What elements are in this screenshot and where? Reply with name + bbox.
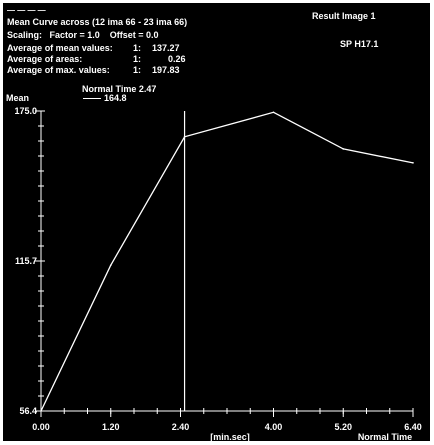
stat-value-areas: 0.26 [168,54,186,64]
y-tick-label: 115.7 [15,256,37,266]
result-image-label: Result Image 1 [312,11,376,21]
y-axis-label: Mean [6,93,30,103]
x-tick-label: 6.40 [404,422,422,432]
mean-curve-line [40,111,414,412]
x-tick-label: 4.00 [265,422,283,432]
stat-label-areas: Average of areas: [7,54,83,64]
marker-label: Normal Time 2.47 [82,84,157,94]
y-tick-label: 56.4 [19,406,37,416]
x-tick-label: 0.00 [32,422,50,432]
top-cropped-text: — — — — [7,6,46,15]
data-point [109,264,112,267]
stat-index-mean: 1: [133,43,142,53]
legend-line [83,98,101,99]
data-point [40,410,42,412]
result-image-panel: — — — — Mean Curve across (12 ima 66 - 2… [3,3,430,441]
sp-label: SP H17.1 [340,39,379,49]
stat-index-areas: 1: [133,54,142,64]
stat-label-mean: Average of mean values: [7,43,113,53]
data-point [342,148,345,150]
data-point [183,136,186,138]
scaling-info: Scaling: Factor = 1.0 Offset = 0.0 [7,30,159,40]
data-point [412,162,414,164]
x-axis-label: [min.sec] [210,432,250,442]
x-tick-label: 5.20 [334,422,352,432]
stat-label-max: Average of max. values: [7,65,110,75]
x-tick-label: 2.40 [172,422,190,432]
x-tick-label: 1.20 [102,422,120,432]
marker-value: 164.8 [104,93,127,103]
chart-title: Mean Curve across (12 ima 66 - 23 ima 66… [7,17,188,27]
data-point [272,111,275,114]
x-axis-label-normal-time: Normal Time [358,432,412,442]
stat-value-max: 197.83 [152,65,180,75]
y-tick-label: 175.0 [14,106,37,116]
stat-value-mean: 137.27 [152,43,180,53]
stat-index-max: 1: [133,65,142,75]
